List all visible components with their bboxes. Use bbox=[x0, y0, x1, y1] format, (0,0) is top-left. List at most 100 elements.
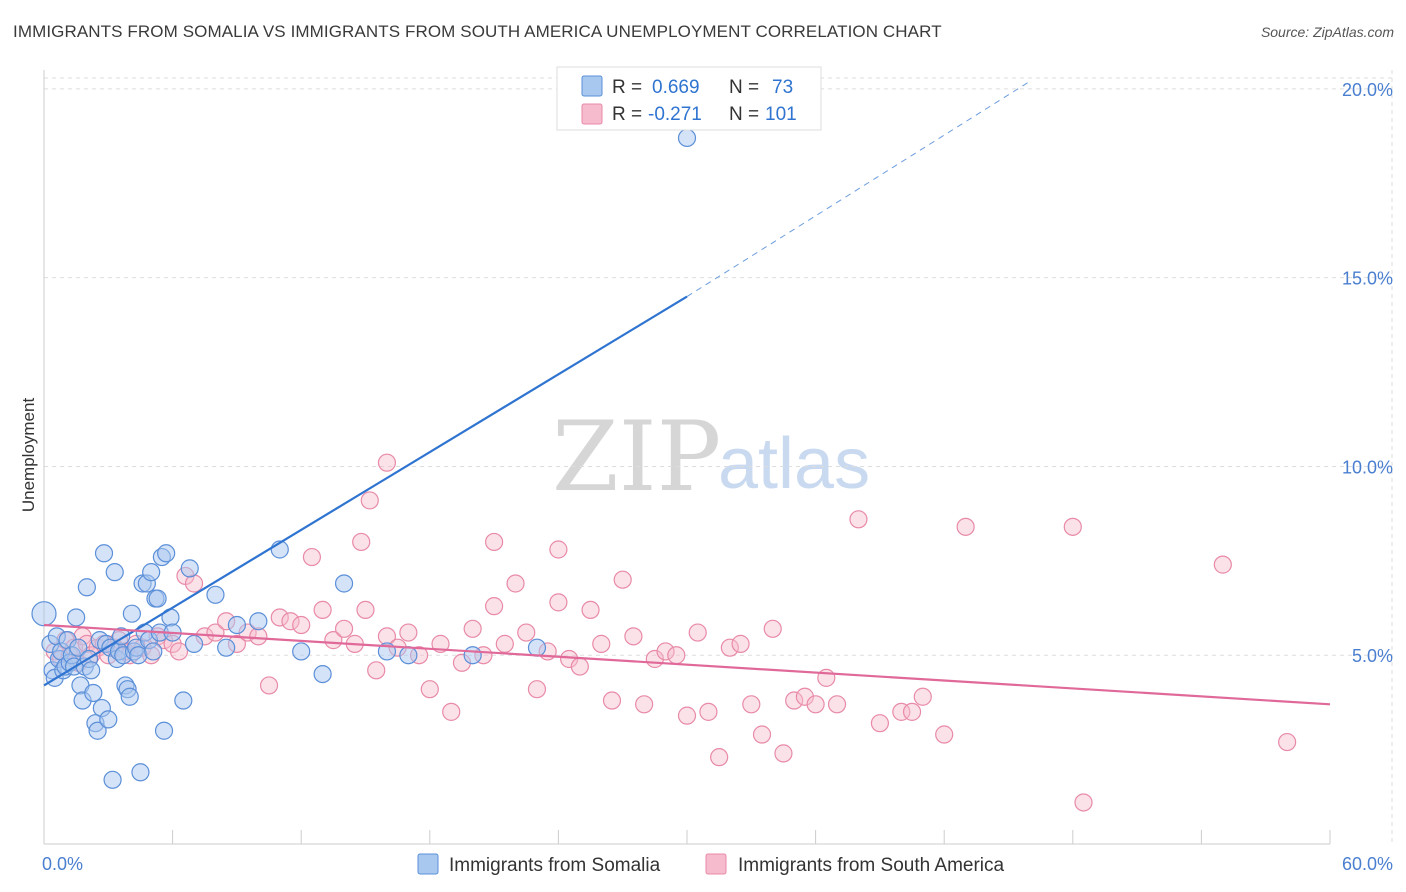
data-point-south-america bbox=[1278, 732, 1297, 752]
legend-r-label-somalia: R = bbox=[612, 77, 642, 98]
data-point-somalia bbox=[399, 646, 418, 665]
data-point-south-america bbox=[527, 680, 547, 699]
data-point-south-america bbox=[377, 453, 397, 472]
data-point-somalia bbox=[69, 638, 88, 657]
bottom-legend-swatch-somalia bbox=[417, 853, 439, 875]
data-point-south-america bbox=[785, 691, 804, 710]
data-point-south-america bbox=[270, 608, 289, 627]
data-point-south-america bbox=[774, 744, 793, 763]
data-point-south-america bbox=[463, 619, 482, 638]
legend-n-label-somalia: N = bbox=[729, 77, 759, 98]
watermark: ZIP atlas bbox=[552, 401, 870, 513]
data-point-south-america bbox=[570, 657, 589, 676]
data-point-south-america bbox=[1063, 517, 1082, 536]
data-point-south-america bbox=[334, 619, 354, 638]
data-point-south-america bbox=[302, 547, 322, 567]
data-point-somalia bbox=[677, 128, 697, 148]
source-credit[interactable]: Source: ZipAtlas.com bbox=[1260, 24, 1394, 40]
data-point-south-america bbox=[324, 631, 343, 650]
data-point-somalia bbox=[249, 612, 268, 631]
data-point-somalia bbox=[217, 638, 236, 657]
data-point-somalia bbox=[77, 578, 96, 597]
legend-r-value-south-america: -0.271 bbox=[648, 104, 702, 125]
data-point-somalia bbox=[129, 646, 148, 665]
data-point-south-america bbox=[442, 702, 461, 721]
data-point-south-america bbox=[806, 695, 825, 714]
data-point-south-america bbox=[356, 600, 375, 620]
data-point-south-america bbox=[635, 695, 654, 714]
trend-lines bbox=[43, 80, 1331, 706]
data-point-somalia bbox=[184, 634, 204, 653]
legend-r-value-somalia: 0.669 bbox=[652, 77, 700, 98]
data-point-south-america bbox=[292, 615, 311, 635]
legend-n-value-south-america: 101 bbox=[765, 104, 797, 125]
correlation-legend: R = 0.669 N = 73 R = -0.271 N = 101 bbox=[556, 66, 822, 131]
data-point-south-america bbox=[1213, 555, 1232, 574]
data-point-south-america bbox=[613, 570, 632, 589]
bottom-legend-label-south-america: Immigrants from South America bbox=[738, 855, 1005, 876]
data-point-south-america bbox=[892, 702, 911, 721]
chart-title: IMMIGRANTS FROM SOMALIA VS IMMIGRANTS FR… bbox=[13, 22, 942, 41]
data-point-south-america bbox=[710, 748, 729, 767]
data-point-south-america bbox=[602, 691, 622, 710]
data-point-somalia bbox=[313, 664, 332, 684]
data-point-somalia bbox=[82, 661, 101, 680]
x-tick-label: 60.0% bbox=[1342, 854, 1393, 874]
data-point-somalia bbox=[99, 710, 118, 729]
y-axis-ticks: 5.0% 10.0% 15.0% 20.0% bbox=[1342, 80, 1393, 666]
legend-swatch-somalia bbox=[581, 75, 603, 97]
y-tick-label: 5.0% bbox=[1352, 646, 1393, 666]
gridlines bbox=[44, 70, 1393, 844]
data-point-somalia bbox=[174, 691, 193, 710]
data-point-south-america bbox=[667, 646, 686, 665]
axes bbox=[43, 70, 1331, 845]
data-point-south-america bbox=[913, 687, 932, 706]
series-legend: Immigrants from Somalia Immigrants from … bbox=[417, 853, 1005, 876]
data-point-south-america bbox=[549, 540, 568, 559]
data-point-south-america bbox=[752, 725, 772, 744]
data-point-somalia bbox=[157, 544, 176, 563]
data-point-south-america bbox=[902, 702, 922, 721]
x-axis-ticks: 0.0% 60.0% bbox=[42, 854, 1393, 874]
data-point-south-america bbox=[259, 676, 279, 695]
trend-line-south-america bbox=[43, 623, 1331, 706]
bottom-legend-label-somalia: Immigrants from Somalia bbox=[449, 855, 661, 876]
data-point-somalia bbox=[527, 638, 547, 657]
data-point-south-america bbox=[581, 600, 600, 620]
data-point-somalia bbox=[120, 687, 139, 706]
data-point-south-america bbox=[720, 638, 739, 657]
data-point-somalia bbox=[292, 642, 311, 661]
data-point-south-america bbox=[935, 725, 954, 744]
data-point-south-america bbox=[763, 619, 782, 638]
data-point-south-america bbox=[549, 593, 568, 612]
data-point-south-america bbox=[956, 517, 975, 536]
legend-n-value-somalia: 73 bbox=[772, 77, 793, 98]
data-point-south-america bbox=[731, 634, 750, 653]
data-point-south-america bbox=[399, 623, 418, 642]
data-point-south-america bbox=[517, 623, 536, 642]
data-point-south-america bbox=[506, 574, 525, 593]
legend-r-label-south-america: R = bbox=[612, 104, 642, 125]
trend-line-somalia bbox=[43, 295, 688, 687]
watermark-zip: ZIP bbox=[552, 401, 721, 513]
data-point-south-america bbox=[795, 687, 814, 706]
data-point-south-america bbox=[360, 491, 379, 510]
data-point-somalia bbox=[105, 563, 124, 582]
data-point-somalia bbox=[31, 601, 57, 627]
data-point-south-america bbox=[849, 510, 868, 529]
data-point-south-america bbox=[184, 574, 204, 593]
data-point-south-america bbox=[742, 695, 761, 714]
data-point-somalia bbox=[88, 721, 107, 740]
x-tick-label: 0.0% bbox=[42, 854, 83, 874]
data-point-somalia bbox=[154, 721, 174, 740]
data-point-somalia bbox=[103, 770, 122, 789]
data-point-south-america bbox=[485, 532, 504, 552]
data-point-south-america bbox=[699, 702, 718, 721]
data-point-south-america bbox=[1074, 793, 1093, 812]
y-tick-label: 10.0% bbox=[1342, 457, 1393, 477]
data-point-south-america bbox=[624, 627, 643, 646]
data-point-somalia bbox=[463, 646, 482, 665]
y-tick-label: 20.0% bbox=[1342, 80, 1393, 100]
data-point-somalia bbox=[142, 563, 161, 582]
